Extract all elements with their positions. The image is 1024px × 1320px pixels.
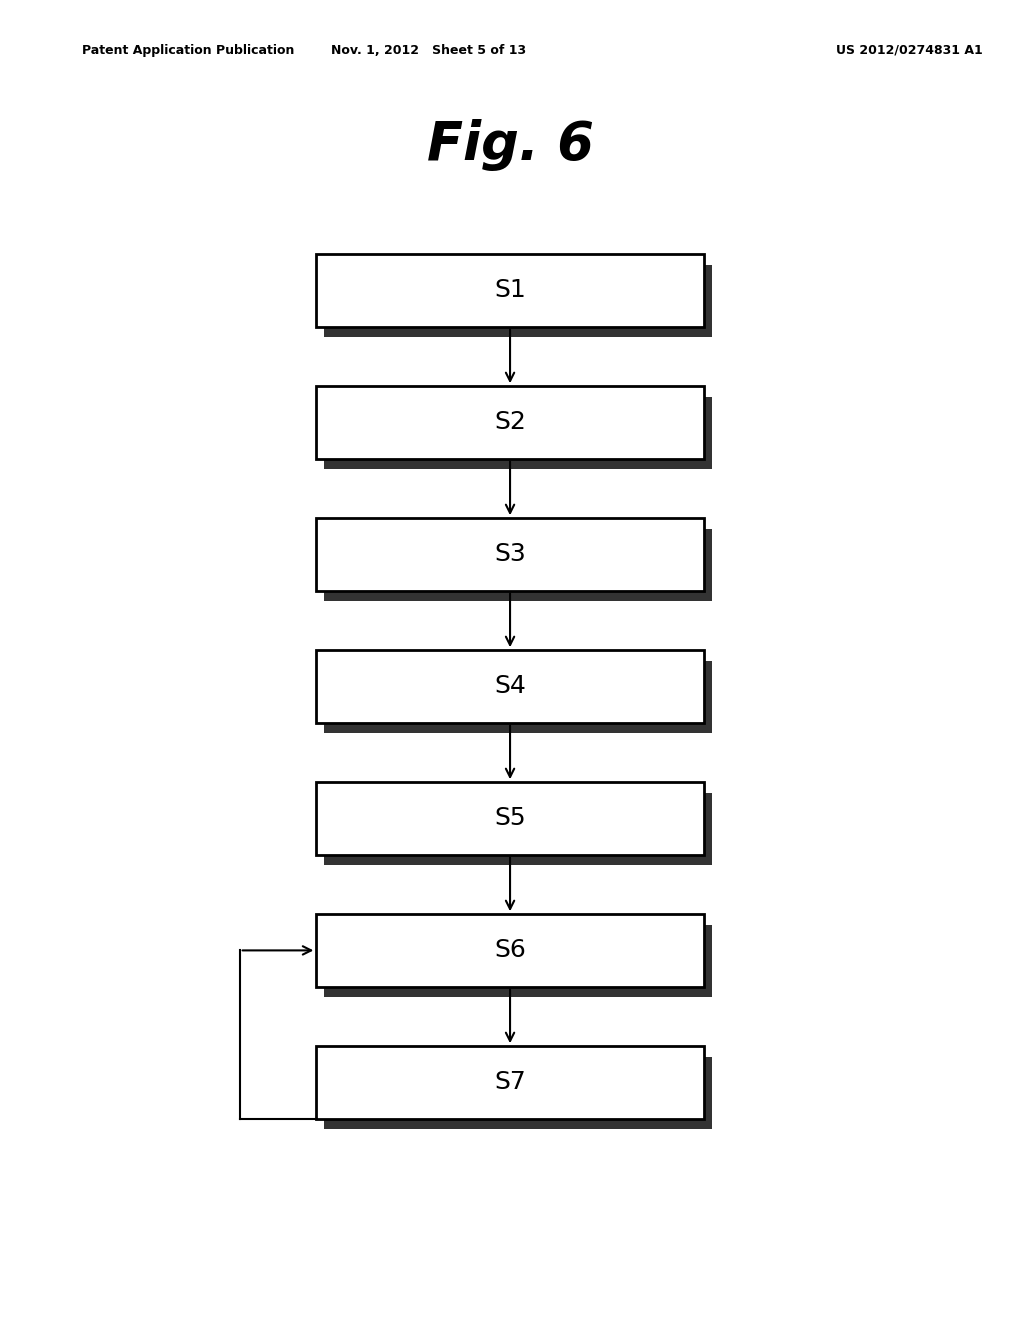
FancyBboxPatch shape xyxy=(325,1057,712,1130)
FancyBboxPatch shape xyxy=(325,396,712,469)
Text: S3: S3 xyxy=(495,543,526,566)
Text: S5: S5 xyxy=(495,807,526,830)
FancyBboxPatch shape xyxy=(316,1047,703,1119)
FancyBboxPatch shape xyxy=(316,517,703,590)
Text: US 2012/0274831 A1: US 2012/0274831 A1 xyxy=(837,44,983,57)
Text: Nov. 1, 2012   Sheet 5 of 13: Nov. 1, 2012 Sheet 5 of 13 xyxy=(331,44,526,57)
Text: S2: S2 xyxy=(495,411,526,434)
FancyBboxPatch shape xyxy=(325,792,712,866)
FancyBboxPatch shape xyxy=(325,661,712,734)
FancyBboxPatch shape xyxy=(325,528,712,601)
FancyBboxPatch shape xyxy=(316,913,703,987)
FancyBboxPatch shape xyxy=(316,253,703,326)
FancyBboxPatch shape xyxy=(316,651,703,723)
Text: S6: S6 xyxy=(495,939,526,962)
FancyBboxPatch shape xyxy=(325,924,712,998)
Text: Fig. 6: Fig. 6 xyxy=(427,119,594,170)
Text: S7: S7 xyxy=(495,1071,526,1094)
Text: S4: S4 xyxy=(495,675,526,698)
Text: S1: S1 xyxy=(495,279,526,302)
FancyBboxPatch shape xyxy=(325,264,712,337)
FancyBboxPatch shape xyxy=(316,385,703,458)
Text: Patent Application Publication: Patent Application Publication xyxy=(82,44,294,57)
FancyBboxPatch shape xyxy=(316,781,703,855)
